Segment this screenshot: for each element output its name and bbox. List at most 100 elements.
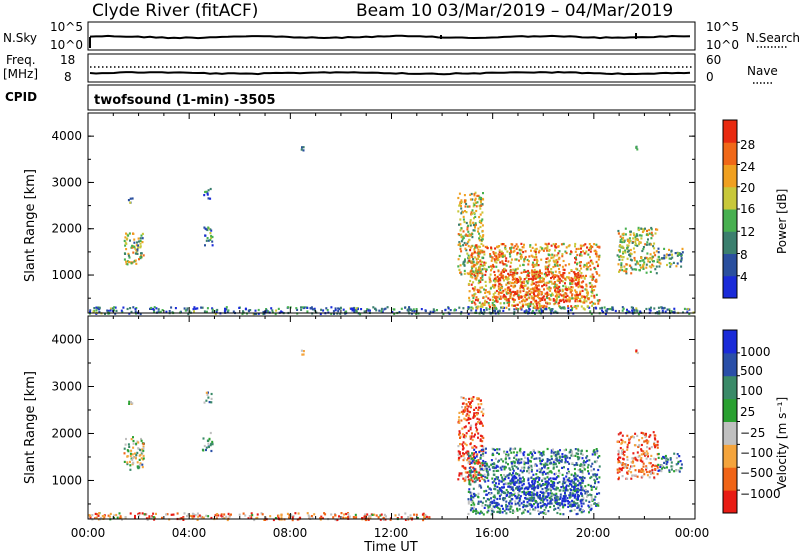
velocity-cell	[638, 439, 641, 442]
power-cell	[527, 260, 530, 263]
velocity-cell	[538, 483, 541, 486]
velocity-cell	[626, 472, 629, 475]
power-y-tick-label: 1000	[51, 268, 82, 282]
power-cell	[474, 199, 477, 202]
power-cell	[123, 239, 126, 242]
velocity-cell	[520, 487, 523, 490]
velocity-cell	[477, 500, 480, 503]
velocity-cell	[425, 515, 428, 518]
velocity-cell	[575, 463, 578, 466]
power-cell	[545, 307, 548, 310]
velocity-cell	[269, 515, 272, 518]
power-cell	[478, 266, 481, 269]
power-cb-tick: 24	[740, 160, 755, 174]
velocity-cell	[113, 514, 116, 517]
power-cell	[141, 232, 144, 235]
power-cell	[658, 310, 661, 313]
velocity-cell	[555, 488, 558, 491]
power-cell	[485, 308, 488, 311]
velocity-cell	[620, 442, 623, 445]
velocity-cell	[553, 508, 556, 511]
velocity-cell	[679, 467, 682, 470]
power-cell	[391, 311, 394, 314]
velocity-cell	[493, 506, 496, 509]
velocity-cell	[594, 473, 597, 477]
power-cell	[481, 256, 484, 259]
velocity-cell	[140, 439, 143, 442]
power-cell	[560, 243, 563, 246]
velocity-cell	[182, 518, 185, 521]
power-cell	[248, 309, 250, 313]
velocity-cell	[552, 487, 555, 490]
velocity-cell	[496, 485, 499, 488]
power-cell	[458, 306, 461, 309]
power-cell	[658, 258, 661, 261]
velocity-cell	[471, 452, 474, 455]
power-y-tick-label: 4000	[51, 129, 82, 143]
power-cell	[660, 257, 663, 260]
power-cell	[512, 268, 515, 271]
velocity-cell	[593, 485, 596, 488]
velocity-cell	[280, 513, 283, 516]
velocity-cell	[311, 517, 314, 520]
power-cell	[209, 238, 212, 241]
power-cell	[469, 222, 472, 225]
power-cell	[543, 282, 546, 285]
velocity-cell	[518, 459, 521, 463]
velocity-cell	[480, 475, 483, 478]
power-region	[203, 226, 214, 247]
velocity-cell	[550, 449, 553, 452]
power-cell	[579, 274, 582, 277]
velocity-cell	[590, 494, 593, 497]
velocity-cell	[644, 440, 647, 443]
power-cell	[206, 193, 209, 196]
power-cell	[552, 298, 555, 301]
velocity-cell	[526, 457, 529, 460]
power-cell	[529, 245, 532, 248]
velocity-cell	[680, 463, 683, 466]
power-cell	[369, 309, 371, 312]
power-cell	[205, 310, 208, 313]
power-cell	[575, 258, 578, 261]
power-cell	[678, 253, 681, 256]
power-cell	[125, 232, 127, 235]
power-cell	[657, 247, 660, 250]
power-cell	[128, 256, 131, 259]
power-cell	[532, 277, 535, 280]
velocity-cell	[523, 490, 525, 493]
power-cell	[555, 260, 557, 263]
power-cell	[516, 271, 519, 275]
velocity-cell	[640, 449, 643, 452]
velocity-cell	[626, 443, 629, 446]
velocity-cell	[508, 495, 511, 498]
velocity-cell	[482, 513, 485, 516]
velocity-cell	[205, 448, 207, 452]
velocity-cell	[200, 515, 203, 518]
velocity-cell	[277, 516, 280, 520]
power-cell	[135, 249, 138, 252]
power-cell	[517, 296, 520, 299]
power-cell	[543, 308, 546, 311]
power-cell	[540, 309, 543, 312]
velocity-region	[635, 349, 639, 355]
velocity-cell	[209, 431, 212, 435]
power-cell	[137, 240, 140, 243]
velocity-cell	[477, 473, 480, 476]
power-cell	[134, 247, 137, 250]
power-cell	[626, 250, 629, 253]
power-cell	[300, 308, 303, 311]
nave-label: Nave	[747, 64, 778, 78]
power-cell	[554, 274, 556, 277]
power-cell	[204, 234, 207, 237]
power-cell	[472, 252, 475, 255]
velocity-cell	[464, 409, 466, 412]
power-cell	[458, 192, 461, 195]
power-cell	[624, 249, 627, 252]
velocity-cell	[493, 467, 496, 470]
velocity-cell	[398, 513, 400, 516]
velocity-cell	[580, 488, 583, 491]
velocity-cell	[590, 504, 593, 507]
velocity-cell	[306, 512, 309, 515]
velocity-cell	[596, 492, 598, 495]
